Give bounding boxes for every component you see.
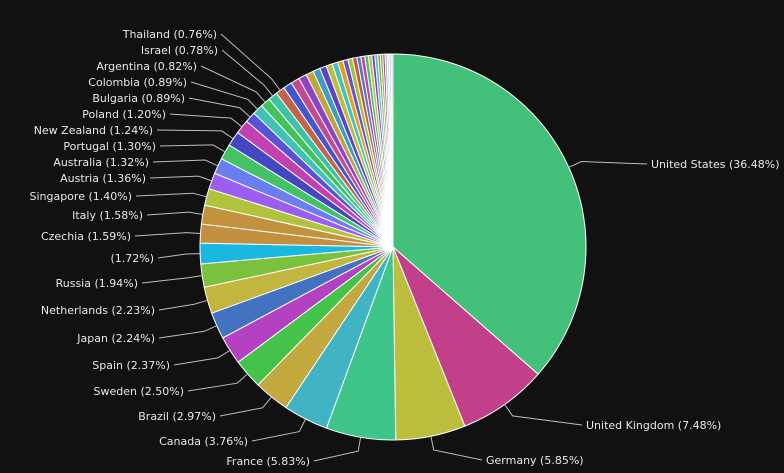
leader-line: [169, 113, 243, 128]
slice-label: Canada (3.76%): [159, 435, 248, 448]
pie-slice: [390, 53, 394, 248]
slice-label: France (5.83%): [226, 455, 310, 468]
slice-label: Japan (2.24%): [76, 332, 155, 345]
leader-line: [173, 349, 231, 366]
leader-line: [504, 404, 583, 426]
slice-label: Germany (5.85%): [486, 454, 584, 467]
leader-line: [158, 325, 218, 339]
pie-slice: [392, 53, 587, 375]
slice-label: Italy (1.58%): [72, 209, 143, 222]
leader-line: [313, 437, 362, 462]
leader-line: [149, 175, 212, 182]
slice-label: Bulgaria (0.89%): [92, 92, 185, 105]
slice-label: Netherlands (2.23%): [41, 304, 155, 317]
leader-line: [568, 160, 648, 168]
leader-line: [134, 232, 201, 237]
leader-line: [135, 192, 207, 198]
slice-label: United Kingdom (7.48%): [586, 419, 721, 432]
leader-line: [158, 299, 208, 311]
slice-label: Singapore (1.40%): [29, 190, 132, 203]
slice-label: Poland (1.20%): [82, 108, 166, 121]
slice-label: Spain (2.37%): [92, 359, 170, 372]
slice-label: Australia (1.32%): [53, 156, 149, 169]
leader-line: [156, 129, 234, 140]
leader-line: [159, 144, 226, 153]
leader-line: [200, 65, 266, 103]
leader-line: [430, 436, 483, 461]
leader-line: [190, 81, 259, 110]
leader-line: [152, 159, 219, 167]
leader-line: [187, 373, 248, 392]
slice-label: Portugal (1.30%): [63, 140, 156, 153]
leader-line: [251, 418, 307, 442]
slice-labels: United States (36.48%) United Kingdom (7.…: [29, 28, 779, 468]
slice-label: Russia (1.94%): [56, 277, 138, 290]
leader-line: [188, 97, 251, 118]
pie-slices: [199, 53, 587, 441]
slice-label: Austria (1.36%): [60, 172, 146, 185]
slice-label: Israel (0.78%): [141, 44, 218, 57]
leader-line: [157, 253, 201, 259]
slice-label: Brazil (2.97%): [138, 410, 216, 423]
leader-line: [220, 33, 281, 91]
leader-line: [221, 49, 274, 97]
slice-label: Argentina (0.82%): [96, 60, 197, 73]
slice-label: Sweden (2.50%): [94, 385, 185, 398]
slice-label: New Zealand (1.24%): [34, 124, 153, 137]
leader-lines: [134, 33, 648, 462]
leader-line: [146, 211, 203, 216]
leader-line: [141, 275, 203, 284]
leader-line: [219, 396, 272, 417]
slice-label: (1.72%): [110, 252, 154, 265]
slice-label: Colombia (0.89%): [88, 76, 187, 89]
slice-label: United States (36.48%): [651, 158, 780, 171]
slice-label: Czechia (1.59%): [41, 230, 131, 243]
slice-label: Thailand (0.76%): [122, 28, 217, 41]
